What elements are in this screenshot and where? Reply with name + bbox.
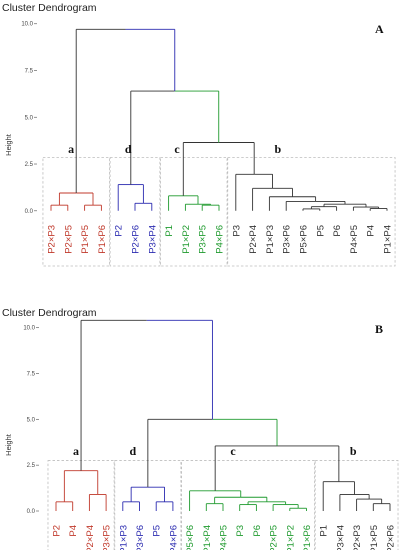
y-tick-label: 5.0 (25, 115, 34, 121)
leaf-label: P4 (366, 225, 377, 237)
leaf-label: P2×P3 (352, 525, 363, 550)
leaf-label: P2×P6 (131, 225, 142, 254)
leaf-label: P4×P5 (219, 525, 230, 550)
cluster-letter: d (125, 142, 132, 156)
leaf-label: P1 (319, 525, 330, 537)
leaf-label: P5×P6 (299, 225, 310, 254)
y-tick-label: 5.0 (27, 417, 36, 423)
leaf-label: P3×P6 (282, 225, 293, 254)
leaf-label: P1×P2 (285, 525, 296, 550)
leaf-label: P2×P4 (248, 225, 259, 254)
leaf-labels-b: P2 P4 P2×P4 P3×P5 P1×P3 P3×P6 P5 P4×P6 P5×P6 P1×P… (52, 525, 397, 550)
cluster-box (181, 460, 315, 550)
y-tick-label: 2.5 (25, 162, 34, 168)
cluster-letter: d (129, 444, 136, 458)
cluster-letter: c (230, 444, 236, 458)
y-axis-a: 0.0 2.5 5.0 7.5 10.0 (21, 22, 37, 215)
cluster-box (227, 157, 396, 267)
leaf-label: P3 (235, 525, 246, 537)
leaf-label: P5 (315, 225, 326, 237)
panel-label-b: B (375, 322, 383, 336)
leaf-label: P6 (332, 225, 343, 237)
y-tick-label: 10.0 (21, 22, 33, 28)
leaf-label: P1×P6 (97, 225, 108, 254)
dendrogram-panel-a: Cluster Dendrogram A Height 0.0 2.5 5.0 7.5… (2, 2, 396, 267)
leaf-label: P2×P5 (269, 525, 280, 550)
leaf-label: P4×P5 (349, 225, 360, 254)
leaf-label: P2×P4 (85, 525, 96, 550)
leaf-label: P2×P6 (386, 525, 397, 550)
leaf-label: P1×P4 (202, 525, 213, 550)
cluster-letter: a (68, 142, 74, 156)
leaf-label: P1×P5 (80, 225, 91, 254)
cluster-letter: b (350, 444, 357, 458)
y-axis-label-a: Height (4, 133, 13, 156)
cluster-letter: a (73, 444, 79, 458)
y-tick-label: 2.5 (27, 463, 36, 469)
leaf-label: P1×P5 (369, 525, 380, 550)
leaf-labels-a: P2×P3 P2×P5 P1×P5 P1×P6 P2 P2×P6 P3×P4 P1 P1×P2 P… (47, 225, 394, 254)
chart-title-b: Cluster Dendrogram (2, 307, 97, 319)
y-axis-label-b: Height (4, 433, 13, 456)
leaf-label: P3 (231, 225, 242, 237)
cluster-box (109, 157, 161, 267)
cluster-box (314, 460, 399, 550)
leaf-label: P1×P2 (181, 225, 192, 254)
leaf-label: P2×P3 (47, 225, 58, 254)
leaf-label: P3×P5 (102, 525, 113, 550)
leaf-label: P2 (114, 225, 125, 237)
y-axis-b: 0.0 2.5 5.0 7.5 10.0 (23, 326, 39, 515)
cluster-letter: c (174, 142, 180, 156)
leaf-label: P6 (252, 525, 263, 537)
leaf-label: P2×P5 (63, 225, 74, 254)
leaf-label: P1×P3 (118, 525, 129, 550)
leaf-label: P1×P4 (383, 225, 394, 254)
chart-title-a: Cluster Dendrogram (2, 2, 97, 14)
leaf-label: P1×P6 (302, 525, 313, 550)
cluster-box (160, 157, 228, 267)
dendrogram-panel-b: Cluster Dendrogram B Height 0.0 2.5 5.0 7.5… (2, 307, 399, 550)
dendrogram-links-b (55, 319, 391, 511)
leaf-label: P2 (52, 525, 63, 537)
y-tick-label: 7.5 (27, 372, 36, 378)
cluster-letter: b (274, 142, 281, 156)
leaf-label: P4×P6 (215, 225, 226, 254)
y-tick-label: 0.0 (25, 209, 34, 215)
y-tick-label: 0.0 (27, 509, 36, 515)
leaf-label: P1×P3 (265, 225, 276, 254)
leaf-label: P3×P5 (198, 225, 209, 254)
leaf-label: P4 (68, 525, 79, 537)
leaf-label: P3×P6 (135, 525, 146, 550)
leaf-label: P3×P4 (335, 525, 346, 550)
leaf-label: P5 (152, 525, 163, 537)
y-tick-label: 10.0 (23, 326, 35, 332)
dendrogram-links-a (50, 28, 388, 211)
leaf-label: P3×P4 (147, 225, 158, 254)
y-tick-label: 7.5 (25, 69, 34, 75)
leaf-label: P4×P6 (168, 525, 179, 550)
leaf-label: P5×P6 (185, 525, 196, 550)
leaf-label: P1 (164, 225, 175, 237)
panel-label-a: A (375, 22, 384, 36)
